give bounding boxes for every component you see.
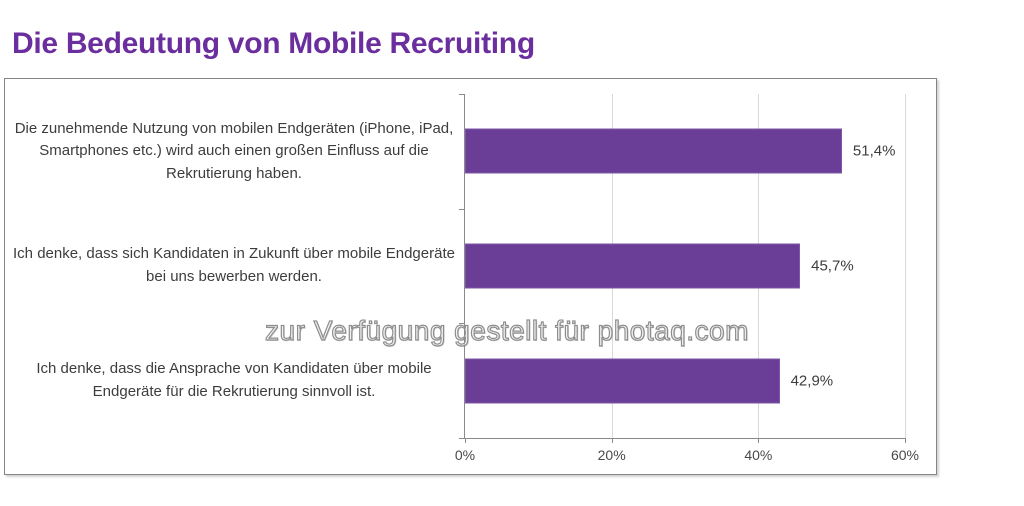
category-label: Ich denke, dass sich Kandidaten in Zukun… [13, 245, 455, 285]
y-axis-tick [459, 438, 465, 439]
gridline [905, 94, 906, 438]
y-axis-tick [459, 208, 465, 210]
value-label: 45,7% [811, 257, 854, 275]
x-axis-tick [465, 438, 466, 443]
chart-frame: 0% 20% 40% 60% 51,4% Die zunehmende Nutzung v… [4, 78, 937, 475]
bar-row: 51,4% Die zunehmende Nutzung von mobilen … [15, 94, 905, 209]
category-label: Die zunehmende Nutzung von mobilen Endge… [14, 119, 454, 182]
x-axis-tick [611, 438, 613, 443]
plot-area: 0% 20% 40% 60% 51,4% Die zunehmende Nutzung v… [13, 94, 919, 463]
bar-row: 45,7% Ich denke, dass sich Kandidaten in … [13, 209, 905, 324]
bar-row: 42,9% Ich denke, dass die Ansprache von K… [36, 323, 905, 438]
bar [465, 358, 780, 404]
category-label: Ich denke, dass die Ansprache von Kandid… [36, 360, 432, 400]
x-axis-tick [758, 438, 760, 443]
x-tick-label: 0% [454, 447, 476, 463]
value-label: 42,9% [790, 372, 834, 390]
bar [465, 128, 842, 174]
bar [465, 243, 801, 289]
x-tick-label: 20% [597, 447, 626, 463]
x-tick-label: 60% [890, 447, 920, 463]
page-title: Die Bedeutung von Mobile Recruiting [12, 27, 535, 60]
y-axis-tick [459, 323, 465, 325]
value-label: 51,4% [852, 142, 896, 160]
x-axis-tick [905, 438, 906, 443]
y-axis-tick [459, 94, 465, 95]
x-tick-label: 40% [744, 447, 773, 463]
